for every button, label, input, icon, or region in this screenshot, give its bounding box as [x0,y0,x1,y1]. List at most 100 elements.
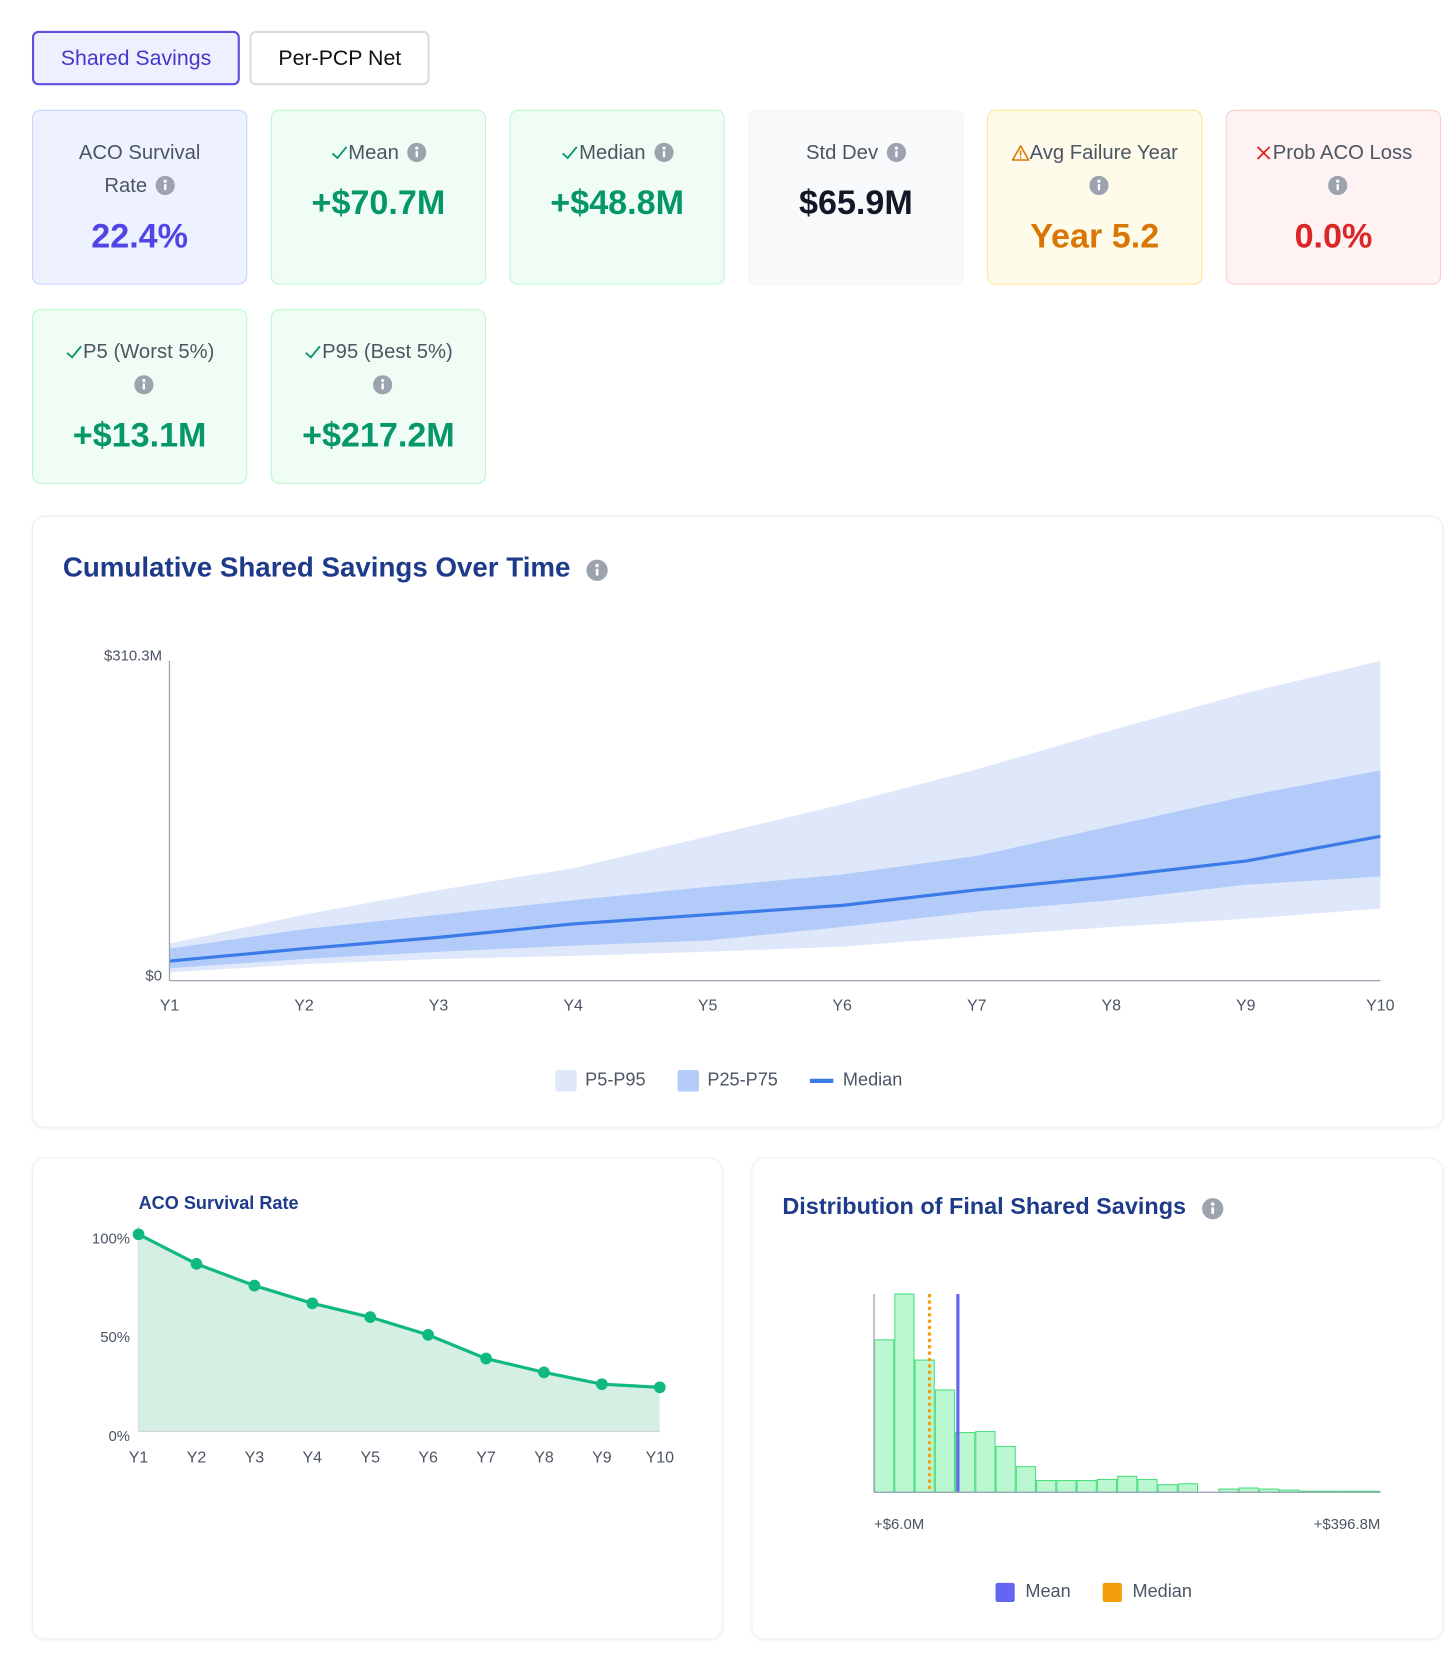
y-tick-label: 50% [100,1329,130,1346]
histogram-bar [914,1359,935,1493]
survival-point [422,1329,434,1341]
card-label: Std Dev [806,136,906,169]
x-tick-label: Y5 [698,997,718,1014]
x-tick-label: Y9 [1236,997,1256,1014]
x-tick-label: Y7 [476,1449,496,1466]
info-dot [595,563,599,568]
metric-card: P95 (Best 5%) +$217.2M [270,309,487,484]
card-label: ACO Survival Rate [55,136,223,202]
warning-bar [1019,150,1022,156]
chart-title: Cumulative Shared Savings Over Time [63,552,571,583]
x-tick-label: Y1 [160,997,180,1014]
card-label: Prob ACO Loss [1249,136,1417,202]
info-icon [1328,175,1348,196]
info-dot [1097,179,1101,183]
card-value: 0.0% [1294,216,1373,255]
card-label: Mean [330,136,427,169]
cross [1256,146,1271,161]
info-icon [586,559,608,581]
legend-swatch [677,1070,699,1092]
x-tick-label: Y8 [534,1449,554,1466]
survival-area [138,1234,660,1432]
info-stem [415,150,419,158]
survival-point [480,1352,492,1365]
info-stem [1211,1207,1215,1215]
legend-label: P5-P95 [585,1070,645,1090]
legend-label: Mean [1025,1581,1070,1601]
histogram-bar [894,1293,915,1493]
info-stem [381,383,384,390]
x-tick-label: Y2 [294,997,314,1014]
card-label-text: ACO Survival Rate [78,141,201,198]
histogram-bar [995,1445,1016,1493]
info-dot [163,179,167,183]
median-line [169,834,1381,963]
check [331,146,347,160]
legend-label: Median [1133,1581,1192,1601]
legend-swatch [995,1582,1015,1603]
card-label-text: Median [579,141,646,165]
card-value: +$217.2M [302,415,455,455]
info-icon [1202,1198,1224,1220]
info-stem [142,383,146,390]
check-icon [305,346,321,360]
x-tick-label: +$396.8M [1314,1516,1381,1533]
survival-point [306,1297,319,1310]
info-dot [1210,1202,1215,1206]
card-label-text: Prob ACO Loss [1272,141,1413,165]
y-tick-label: 0% [108,1428,130,1445]
check-icon [562,146,578,160]
info-icon [654,142,674,163]
metric-card: ACO Survival Rate 22.4% [31,109,248,285]
warning-dot [1019,157,1022,160]
histogram-bar [975,1430,996,1493]
x-tick-label: Y10 [1366,997,1395,1014]
histogram-bar [1076,1480,1097,1493]
card-label-text: P5 (Worst 5%) [83,341,215,364]
x-tick-label: Y4 [303,1449,323,1466]
tab[interactable]: Shared Savings [31,30,241,86]
info-dot [415,146,419,150]
info-stem [1097,183,1101,191]
x-tick-label: Y7 [967,997,987,1014]
histogram-bar [1056,1480,1077,1493]
x-tick-label: Y9 [592,1449,612,1466]
x-tick-label: Y4 [563,997,583,1014]
metric-card: Median +$48.8M [509,109,725,285]
info-icon [886,142,906,163]
survival-line [137,1232,660,1389]
card-label-text: Mean [348,141,399,165]
metric-card: Std Dev $65.9M [748,109,964,285]
cross-icon [1256,146,1271,161]
info-stem [895,150,898,158]
metric-card: Mean +$70.7M [270,109,487,285]
info-icon [373,375,393,395]
tab-bar: Shared Savings Per-PCP Net [31,30,431,86]
info-icon [134,375,154,395]
x-tick-label: Y3 [429,997,449,1014]
x-tick-label: Y3 [245,1449,265,1466]
info-stem [595,568,599,576]
x-tick-label: Y5 [360,1449,380,1466]
card-label-text: Avg Failure Year [1029,141,1178,165]
survival-point [248,1279,261,1292]
tab[interactable]: Per-PCP Net [249,30,431,86]
x-tick-label: Y10 [646,1449,675,1466]
check [562,146,578,160]
warning-icon [1011,145,1030,162]
card-label: P5 (Worst 5%) [55,336,223,402]
card-value: Year 5.2 [1030,216,1160,255]
histogram-bar [934,1389,956,1493]
legend-label: Median [843,1070,902,1090]
info-stem [164,183,167,191]
check-icon [331,146,347,160]
y-tick-label: $0 [145,967,162,984]
card-label: Avg Failure Year [1010,136,1178,202]
x-tick-label: Y6 [832,997,852,1014]
y-tick-label: 100% [92,1231,130,1248]
card-value: $65.9M [799,183,913,222]
survival-point [190,1258,203,1270]
legend-swatch [555,1070,577,1092]
